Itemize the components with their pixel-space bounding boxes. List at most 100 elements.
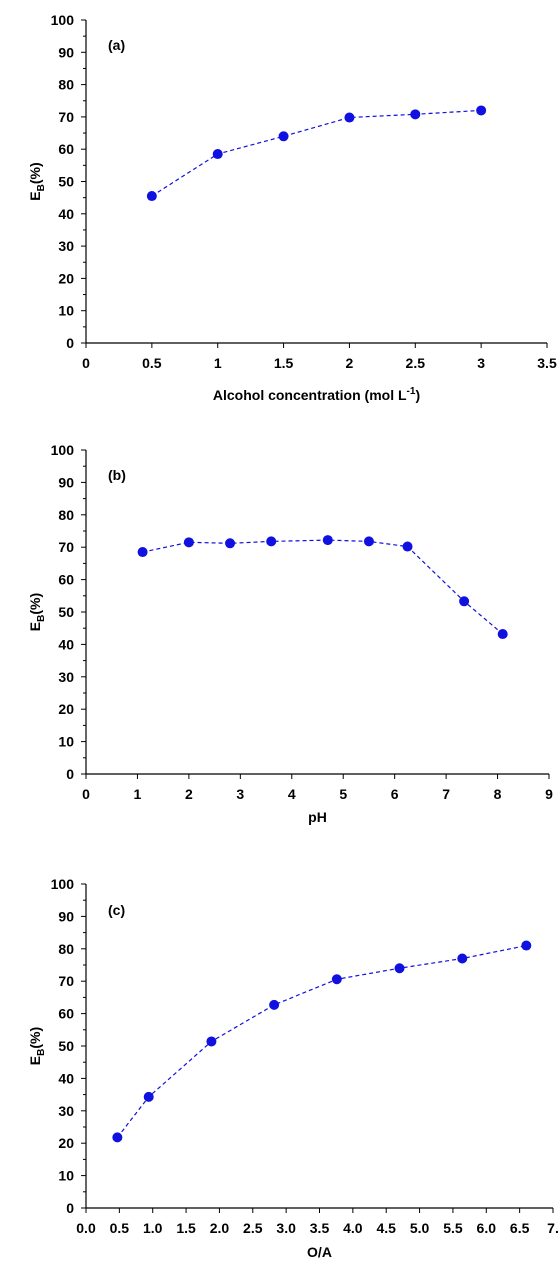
y-tick-label: 100 <box>51 12 75 28</box>
series-line <box>116 945 527 1138</box>
chart-panel-1: 0 10 20 30 40 50 60 70 80 90 100 0 0.5 1 1.5 2 2.5 3 3.5 (a… <box>27 12 557 403</box>
y-axis-label-main: E <box>27 1056 43 1065</box>
y-axis-label: EB(%) <box>27 1027 47 1065</box>
y-tick-label: 0 <box>66 766 74 782</box>
x-tick-label: 1.5 <box>176 1220 196 1236</box>
data-point <box>137 547 148 558</box>
data-point <box>143 1091 154 1102</box>
y-tick-label: 80 <box>58 941 74 957</box>
y-tick-label: 20 <box>58 270 74 286</box>
y-tick-label: 80 <box>58 507 74 523</box>
y-tick-label: 30 <box>58 238 74 254</box>
x-tick-label: 2 <box>346 355 354 371</box>
x-axis-label: O/A <box>307 1244 332 1260</box>
data-point <box>521 940 532 951</box>
y-tick-label: 90 <box>58 474 74 490</box>
y-tick-label: 70 <box>58 973 74 989</box>
data-point <box>476 105 487 116</box>
panel-label: (c) <box>108 902 125 918</box>
data-point <box>344 112 355 123</box>
y-tick-label: 20 <box>58 1135 74 1151</box>
x-tick-label: 1.5 <box>274 355 294 371</box>
x-tick-label: 5.0 <box>410 1220 430 1236</box>
y-tick-label: 10 <box>58 1168 74 1184</box>
y-tick-label: 60 <box>58 141 74 157</box>
x-axis-label-main: O/A <box>307 1244 332 1260</box>
x-tick-label: 6 <box>391 786 399 802</box>
y-tick-label: 10 <box>58 303 74 319</box>
y-tick-label: 60 <box>58 572 74 588</box>
y-tick-label: 80 <box>58 77 74 93</box>
y-axis-label-subscript: B <box>36 615 47 622</box>
y-tick-label: 90 <box>58 908 74 924</box>
x-tick-label: 5.5 <box>443 1220 463 1236</box>
series-line <box>142 539 504 635</box>
data-point <box>146 191 157 202</box>
y-axis-label: EB(%) <box>27 593 47 631</box>
x-tick-label: 4 <box>288 786 296 802</box>
x-tick-label: 0.5 <box>142 355 162 371</box>
x-tick-label: 0.0 <box>76 1220 96 1236</box>
x-tick-label: 2.5 <box>243 1220 263 1236</box>
y-tick-label: 0 <box>66 1200 74 1216</box>
y-tick-label: 40 <box>58 636 74 652</box>
x-axis-label-main: pH <box>308 809 327 825</box>
x-tick-label: 0.5 <box>110 1220 130 1236</box>
data-point <box>112 1132 123 1143</box>
data-point <box>394 963 405 974</box>
data-point <box>266 536 277 547</box>
x-tick-label: 2.0 <box>210 1220 230 1236</box>
x-tick-label: 8 <box>494 786 502 802</box>
y-axis-label-end: (%) <box>27 162 43 184</box>
data-point <box>212 149 223 160</box>
panel-label: (b) <box>108 467 126 483</box>
y-tick-label: 60 <box>58 1006 74 1022</box>
data-point <box>269 999 280 1010</box>
x-tick-label: 5 <box>339 786 347 802</box>
y-axis-label-main: E <box>27 622 43 631</box>
x-tick-label: 0 <box>82 786 90 802</box>
x-tick-label: 1 <box>134 786 142 802</box>
x-tick-label: 7 <box>442 786 450 802</box>
chart-panel-2: 0 10 20 30 40 50 60 70 80 90 100 0 1 2 3 4 5 6 7 8 9 (b) pH EB(… <box>27 442 553 825</box>
data-point <box>206 1036 217 1047</box>
data-point <box>402 541 413 552</box>
y-tick-label: 50 <box>58 174 74 190</box>
chart-panel-3: 0 10 20 30 40 50 60 70 80 90 100 0.0 0.5 1.0 1.5 2.0 2.5… <box>27 876 559 1260</box>
y-tick-label: 30 <box>58 1103 74 1119</box>
y-axis-label-main: E <box>27 191 43 200</box>
y-tick-label: 70 <box>58 109 74 125</box>
series-line <box>151 109 482 197</box>
y-tick-label: 90 <box>58 44 74 60</box>
data-point <box>363 536 374 547</box>
x-tick-label: 6.5 <box>510 1220 530 1236</box>
x-tick-label: 9 <box>545 786 553 802</box>
x-tick-label: 1.0 <box>143 1220 163 1236</box>
data-point <box>497 629 508 640</box>
data-point <box>410 109 421 120</box>
x-tick-label: 6.0 <box>477 1220 497 1236</box>
data-point <box>457 953 468 964</box>
x-tick-label: 4.5 <box>376 1220 396 1236</box>
x-axis-label-main: Alcohol concentration (mol L <box>213 387 407 403</box>
y-axis-label-subscript: B <box>36 184 47 191</box>
x-tick-label: 1 <box>214 355 222 371</box>
data-point <box>322 535 333 546</box>
data-point <box>183 537 194 548</box>
x-axis-label-end: ) <box>415 387 420 403</box>
y-tick-label: 30 <box>58 669 74 685</box>
x-tick-label: 4.0 <box>343 1220 363 1236</box>
y-tick-label: 50 <box>58 604 74 620</box>
data-point <box>278 131 289 142</box>
y-tick-label: 20 <box>58 701 74 717</box>
panel-label: (a) <box>108 37 125 53</box>
y-tick-label: 40 <box>58 206 74 222</box>
y-axis-label-end: (%) <box>27 593 43 615</box>
x-tick-label: 3 <box>477 355 485 371</box>
data-point <box>459 596 470 607</box>
x-tick-label: 3.0 <box>276 1220 296 1236</box>
x-axis-label: pH <box>308 809 327 825</box>
y-tick-label: 40 <box>58 1070 74 1086</box>
y-axis-label: EB(%) <box>27 162 47 200</box>
